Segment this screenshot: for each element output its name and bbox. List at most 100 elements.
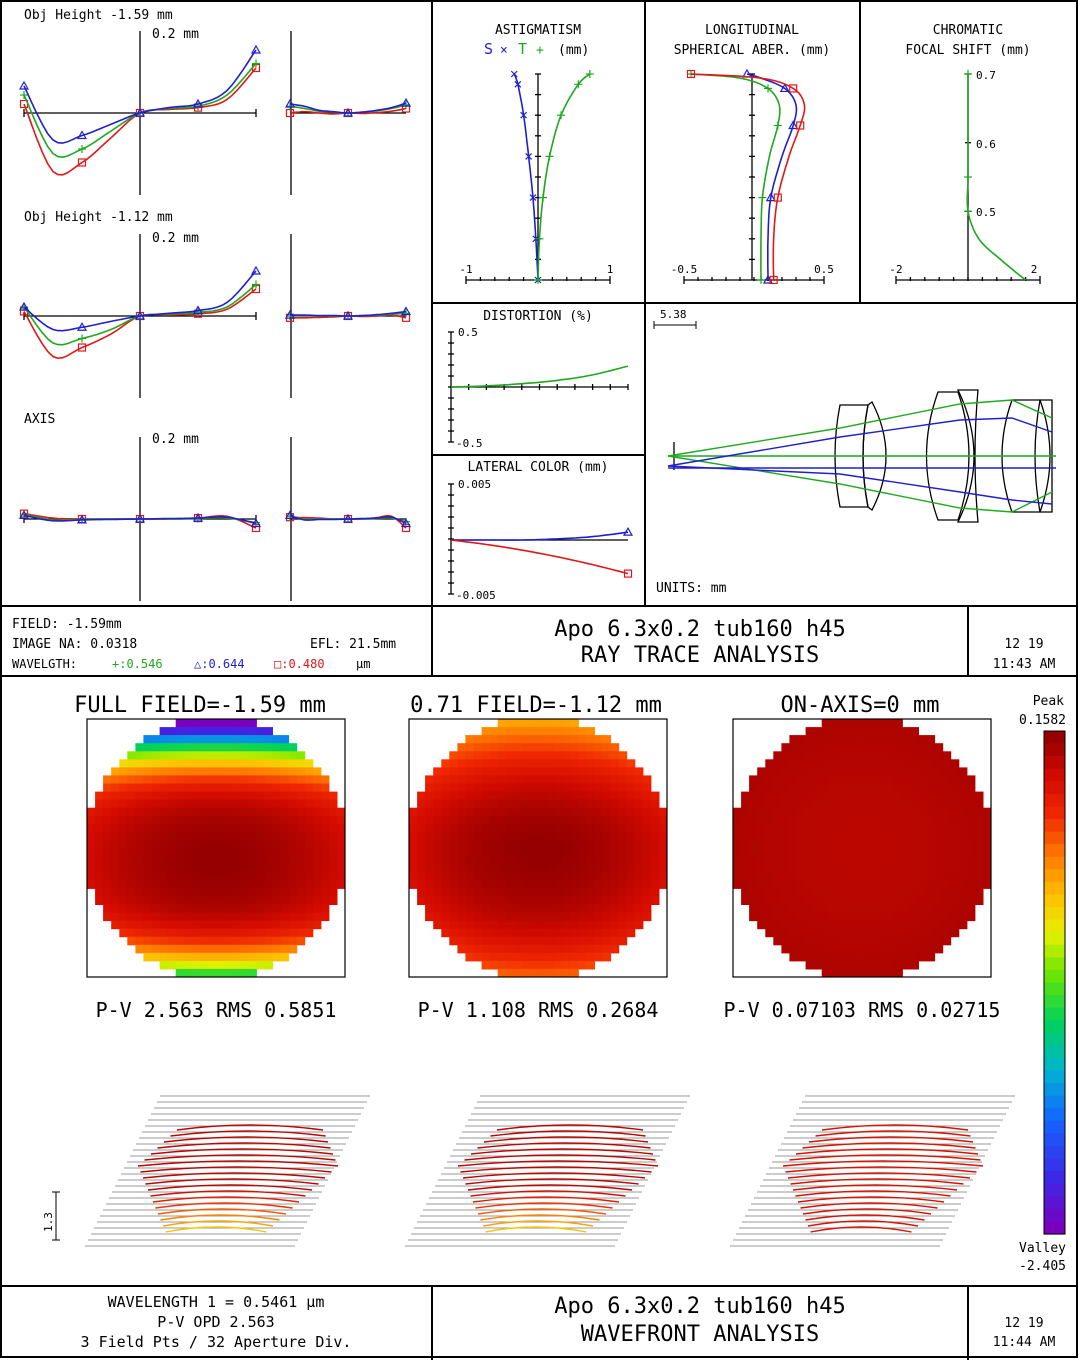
map-cell (642, 880, 652, 889)
map-cell (829, 856, 839, 865)
map-cell (578, 960, 587, 970)
map-cell (910, 960, 919, 970)
map-cell (103, 896, 112, 905)
map-cell (489, 864, 499, 873)
map-cell (167, 783, 177, 793)
map-cell (805, 775, 815, 784)
map-cell (829, 759, 839, 768)
map-cell (135, 904, 144, 913)
map-cell (312, 799, 322, 809)
astig-marker-S-3-b (525, 152, 533, 160)
map-cell (578, 727, 587, 736)
surface-contour (790, 1178, 964, 1185)
map-cell (328, 896, 338, 905)
map-cell (135, 896, 144, 905)
map-cell (902, 823, 911, 833)
map-cell (894, 856, 903, 865)
map-cell (845, 856, 855, 865)
map-cell (837, 968, 847, 978)
map-cell (821, 743, 831, 752)
map-cell (562, 920, 571, 930)
map-cell (610, 791, 620, 801)
map-cell (199, 912, 209, 922)
map-cell (159, 928, 169, 938)
map-cell (757, 807, 766, 817)
longitudinal-title-2: SPHERICAL ABER. (mm) (674, 43, 831, 58)
map-cell (554, 928, 563, 938)
map-cell (829, 719, 839, 728)
map-cell (862, 767, 871, 776)
map-cell (409, 839, 418, 849)
map-cell (457, 791, 466, 801)
map-cell (934, 815, 944, 825)
map-cell (749, 856, 758, 865)
map-cell (853, 743, 863, 752)
map-cell (473, 912, 483, 922)
map-cell (554, 872, 563, 881)
fan-sag-marker-blue-0-0 (284, 98, 296, 108)
map-cell (578, 888, 587, 897)
map-cell (457, 896, 466, 905)
map-cell (232, 920, 241, 930)
map-cell (894, 960, 903, 970)
colorbar-peak-label: Peak (1033, 694, 1064, 709)
map-cell (813, 751, 823, 760)
map-cell (966, 839, 976, 849)
colorbar-band-33 (1044, 1146, 1065, 1160)
map-cell (918, 735, 927, 744)
map-cell (465, 743, 474, 752)
astig-marker-T-4 (557, 111, 566, 120)
map-cell (942, 839, 952, 849)
map-cell (175, 928, 185, 938)
map-cell (264, 936, 273, 946)
map-cell (805, 872, 815, 881)
map-cell (216, 783, 225, 793)
map-cell (546, 743, 555, 752)
map-cell (610, 848, 620, 857)
map-cell (546, 719, 555, 728)
map-cell (119, 815, 128, 825)
map-cell (741, 888, 750, 897)
map-cell (256, 928, 265, 938)
map-cell (910, 823, 919, 833)
map-cell (135, 839, 144, 849)
map-cell (232, 952, 241, 962)
map-cell (497, 928, 507, 938)
map-cell (918, 743, 927, 752)
map-cell (765, 928, 774, 938)
map-cell (894, 912, 903, 922)
map-cell (111, 864, 120, 873)
colorbar-band-10 (1044, 856, 1065, 870)
map-cell (216, 719, 225, 728)
map-cell (513, 735, 523, 744)
map-cell (942, 823, 952, 833)
map-cell (497, 719, 507, 728)
map-cell (578, 823, 587, 833)
map-cell (256, 960, 265, 970)
map-cell (505, 823, 515, 833)
map-cell (183, 920, 193, 930)
map-cell (159, 735, 169, 744)
map-cell (473, 904, 483, 913)
map-cell (216, 928, 225, 938)
map-cell (296, 912, 306, 922)
map-cell (473, 872, 483, 881)
map-cell (821, 719, 831, 728)
map-cell (878, 783, 887, 793)
map-cell (934, 775, 944, 784)
map-cell (853, 880, 863, 889)
map-cell (765, 759, 774, 768)
wavefront-info-wavelength: WAVELENGTH 1 = 0.5461 µm (108, 1293, 325, 1311)
map-cell (312, 872, 322, 881)
map-cell (288, 799, 298, 809)
map-cell (199, 888, 209, 897)
map-cell (103, 807, 112, 817)
map-cell (570, 775, 579, 784)
map-cell (489, 848, 499, 857)
map-cell (658, 823, 668, 833)
map-cell (626, 799, 636, 809)
map-cell (813, 848, 823, 857)
colorbar-band-25 (1044, 1045, 1065, 1059)
map-cell (546, 936, 555, 946)
wavefront-map-title-3: ON-AXIS=0 mm (781, 693, 940, 718)
